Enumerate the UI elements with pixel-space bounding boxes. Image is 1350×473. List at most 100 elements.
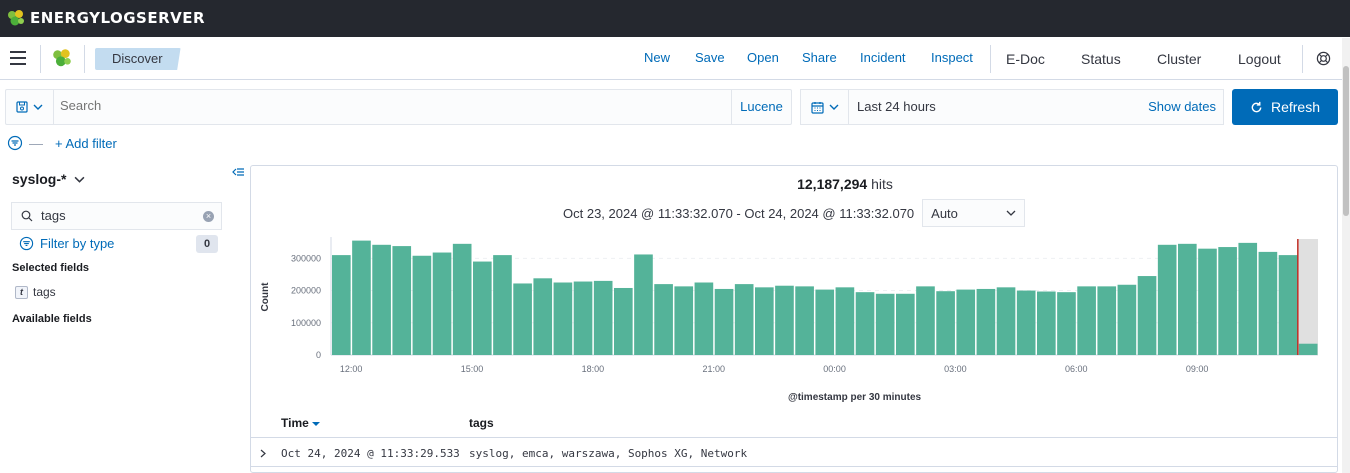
x-tick-label: 15:00 (461, 364, 484, 374)
histogram-bar[interactable] (714, 288, 734, 355)
histogram-bar[interactable] (1057, 292, 1076, 355)
histogram-bar[interactable] (1258, 251, 1278, 355)
add-filter-button[interactable]: + Add filter (55, 135, 117, 151)
histogram-bar[interactable] (372, 244, 391, 355)
edoc-menu[interactable]: E-Doc (1006, 51, 1045, 67)
histogram-bar[interactable] (674, 286, 694, 355)
page-scrollbar[interactable] (1342, 38, 1350, 473)
search-input[interactable] (60, 98, 460, 113)
histogram-bar[interactable] (1157, 244, 1177, 355)
y-tick-label: 300000 (291, 253, 321, 263)
histogram-bar[interactable] (654, 284, 673, 355)
index-pattern-label: syslog-* (12, 171, 67, 187)
histogram-bar[interactable] (956, 289, 976, 355)
status-menu[interactable]: Status (1081, 51, 1121, 67)
histogram-bar[interactable] (593, 280, 613, 355)
filter-options-icon[interactable] (7, 135, 23, 151)
table-row[interactable]: Oct 24, 2024 @ 11:33:29.533 syslog, emca… (251, 439, 1337, 467)
brand-logo: ENERGYLOGSERVER (6, 7, 205, 29)
histogram-bar[interactable] (1097, 286, 1117, 355)
time-range-label[interactable]: Last 24 hours (857, 99, 936, 114)
histogram-bar[interactable] (1218, 247, 1237, 355)
interval-select[interactable]: Auto (922, 199, 1026, 227)
histogram-bar[interactable] (392, 246, 412, 355)
histogram-bar[interactable] (734, 284, 754, 355)
header-divider (990, 45, 991, 73)
help-lifebuoy-icon[interactable] (1316, 51, 1331, 66)
histogram-bar[interactable] (1016, 290, 1036, 355)
date-picker: Last 24 hours Show dates (800, 89, 1224, 125)
saved-queries-button[interactable] (6, 90, 54, 124)
histogram-bar[interactable] (513, 283, 532, 355)
histogram-bar[interactable] (493, 255, 512, 355)
share-link[interactable]: Share (802, 50, 837, 65)
column-header-time[interactable]: Time (281, 416, 321, 430)
histogram-bar[interactable] (1198, 248, 1217, 355)
logout-menu[interactable]: Logout (1238, 51, 1281, 67)
filter-by-type-button[interactable]: Filter by type (19, 236, 114, 251)
filter-separator: — (29, 135, 43, 151)
field-search-input[interactable]: tags × (11, 202, 222, 230)
histogram-bar[interactable] (815, 289, 835, 355)
histogram-bar[interactable] (1238, 242, 1258, 355)
show-dates-link[interactable]: Show dates (1148, 99, 1216, 114)
chevron-down-icon (829, 104, 838, 110)
histogram-bar[interactable] (452, 243, 472, 355)
histogram-bar[interactable] (936, 291, 955, 355)
histogram-bar[interactable] (694, 282, 714, 356)
expand-row-icon[interactable] (259, 449, 267, 458)
clear-search-icon[interactable]: × (203, 211, 214, 222)
histogram-bar[interactable] (855, 292, 875, 355)
histogram-bar[interactable] (412, 255, 432, 355)
query-language-button[interactable]: Lucene (731, 90, 791, 124)
scroll-thumb[interactable] (1343, 66, 1349, 216)
refresh-button[interactable]: Refresh (1232, 89, 1338, 125)
leaf-logo-icon (8, 10, 24, 26)
histogram-bar[interactable] (1077, 286, 1096, 355)
histogram-bar[interactable] (755, 287, 774, 355)
histogram-bar[interactable] (896, 293, 915, 355)
column-header-tags[interactable]: tags (469, 416, 494, 430)
histogram-chart[interactable]: 0 100000 200000 300000 12:00 15:00 18:00 21:00 0… (251, 231, 1337, 406)
histogram-bar[interactable] (1137, 276, 1157, 355)
histogram-bar[interactable] (553, 282, 573, 356)
field-sidebar: syslog-* tags × Filter by type 0 Selecte… (0, 165, 244, 473)
header-divider (1302, 45, 1303, 73)
collapse-sidebar-icon[interactable] (231, 165, 245, 179)
header-divider (40, 45, 41, 73)
histogram-bar[interactable] (1117, 284, 1137, 355)
histogram-bar[interactable] (835, 287, 855, 355)
histogram-bar[interactable] (1278, 255, 1298, 355)
home-logo-icon[interactable] (51, 47, 73, 69)
histogram-bar[interactable] (1298, 343, 1318, 355)
histogram-bar[interactable] (775, 285, 794, 355)
new-link[interactable]: New (644, 50, 671, 65)
histogram-bar[interactable] (916, 286, 935, 355)
inspect-link[interactable]: Inspect (931, 50, 973, 65)
menu-icon[interactable] (10, 51, 26, 65)
breadcrumb[interactable]: Discover (95, 48, 181, 70)
index-pattern-selector[interactable]: syslog-* (12, 171, 85, 187)
histogram-bar[interactable] (1037, 291, 1056, 355)
open-link[interactable]: Open (747, 50, 779, 65)
x-tick-label: 00:00 (823, 364, 846, 374)
histogram-bar[interactable] (875, 293, 895, 355)
save-link[interactable]: Save (695, 50, 725, 65)
cluster-menu[interactable]: Cluster (1157, 51, 1202, 67)
histogram-bar[interactable] (976, 288, 996, 355)
field-item-tags[interactable]: t tags (15, 285, 56, 299)
histogram-bar[interactable] (634, 254, 653, 355)
histogram-bar[interactable] (614, 287, 633, 355)
incident-link[interactable]: Incident (860, 50, 906, 65)
y-tick-label: 100000 (291, 318, 321, 328)
histogram-bar[interactable] (332, 255, 351, 355)
histogram-bar[interactable] (795, 286, 814, 355)
quick-select-button[interactable] (801, 90, 849, 124)
histogram-bar[interactable] (1178, 243, 1197, 355)
histogram-bar[interactable] (533, 278, 553, 355)
histogram-bar[interactable] (432, 252, 452, 355)
histogram-bar[interactable] (473, 261, 492, 355)
histogram-bar[interactable] (996, 287, 1016, 355)
histogram-bar[interactable] (352, 240, 371, 355)
histogram-bar[interactable] (573, 281, 593, 355)
